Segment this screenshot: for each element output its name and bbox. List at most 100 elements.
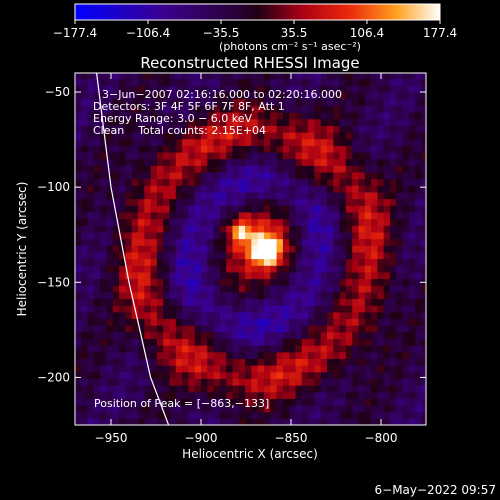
- heatmap-cell: [100, 405, 108, 413]
- heatmap-cell: [175, 311, 183, 320]
- heatmap-cell: [125, 105, 133, 113]
- heatmap-cell: [131, 105, 139, 113]
- heatmap-cell: [371, 98, 378, 106]
- heatmap-cell: [421, 131, 426, 140]
- heatmap-cell: [131, 418, 139, 425]
- heatmap-cell: [345, 418, 353, 425]
- heatmap-cell: [352, 151, 360, 160]
- heatmap-cell: [377, 151, 385, 160]
- heatmap-cell: [358, 418, 366, 425]
- heatmap-cell: [106, 92, 114, 100]
- heatmap-cell: [87, 165, 95, 173]
- heatmap-cell: [352, 225, 360, 233]
- heatmap-cell: [194, 131, 202, 140]
- heatmap-cell: [282, 73, 290, 80]
- heatmap-cell: [125, 378, 133, 386]
- heatmap-cell: [415, 145, 423, 153]
- x-axis-label: Heliocentric X (arcsec): [182, 447, 318, 461]
- heatmap-cell: [383, 118, 391, 126]
- heatmap-cell: [264, 191, 271, 200]
- heatmap-cell: [358, 185, 366, 193]
- heatmap-cell: [144, 78, 152, 86]
- heatmap-cell: [282, 351, 290, 360]
- heatmap-cell: [201, 251, 208, 260]
- heatmap-cell: [112, 85, 120, 93]
- heatmap-cell: [377, 198, 385, 206]
- heatmap-cell: [339, 151, 347, 160]
- heatmap-cell: [163, 225, 171, 233]
- heatmap-cell: [352, 398, 360, 406]
- heatmap-cell: [415, 405, 423, 413]
- heatmap-cell: [119, 358, 126, 366]
- heatmap-cell: [396, 351, 404, 360]
- heatmap-cell: [125, 165, 133, 173]
- heatmap-cell: [377, 405, 385, 413]
- heatmap-cell: [364, 351, 372, 360]
- heatmap-cell: [257, 265, 265, 273]
- heatmap-cell: [81, 85, 89, 93]
- heatmap-cell: [106, 118, 114, 126]
- heatmap-cell: [289, 318, 297, 326]
- heatmap-cell: [264, 391, 271, 399]
- heatmap-cell: [245, 251, 252, 260]
- heatmap-cell: [327, 238, 334, 246]
- heatmap-cell: [364, 298, 372, 306]
- heatmap-cell: [377, 358, 385, 366]
- heatmap-cell: [289, 105, 297, 113]
- heatmap-cell: [327, 305, 334, 313]
- heatmap-cell: [194, 345, 202, 353]
- heatmap-cell: [415, 358, 423, 366]
- heatmap-cell: [93, 211, 101, 220]
- heatmap-cell: [207, 298, 215, 306]
- heatmap-cell: [219, 358, 227, 366]
- heatmap-cell: [415, 378, 423, 386]
- heatmap-cell: [213, 371, 221, 379]
- heatmap-cell: [150, 225, 158, 233]
- heatmap-cell: [245, 285, 252, 293]
- heatmap-cell: [421, 258, 426, 266]
- heatmap-cell: [150, 291, 158, 300]
- heatmap-cell: [251, 251, 259, 260]
- heatmap-cell: [364, 205, 372, 213]
- heatmap-cell: [175, 378, 183, 386]
- heatmap-cell: [188, 171, 196, 180]
- heatmap-cell: [371, 418, 378, 425]
- heatmap-cell: [93, 345, 101, 353]
- heatmap-cell: [320, 125, 328, 133]
- heatmap-cell: [364, 185, 372, 193]
- heatmap-cell: [396, 378, 404, 386]
- heatmap-cell: [402, 211, 410, 220]
- heatmap-cell: [408, 112, 416, 120]
- heatmap-cell: [282, 378, 290, 386]
- heatmap-cell: [163, 398, 171, 406]
- heatmap-cell: [194, 92, 202, 100]
- heatmap-cell: [144, 211, 152, 220]
- heatmap-cell: [314, 265, 322, 273]
- heatmap-cell: [358, 405, 366, 413]
- heatmap-cell: [308, 345, 315, 353]
- heatmap-cell: [301, 151, 309, 160]
- heatmap-cell: [345, 98, 353, 106]
- heatmap-cell: [333, 198, 341, 206]
- heatmap-cell: [301, 105, 309, 113]
- heatmap-cell: [314, 145, 322, 153]
- heatmap-cell: [377, 125, 385, 133]
- heatmap-cell: [232, 185, 240, 193]
- heatmap-cell: [245, 405, 252, 413]
- heatmap-cell: [282, 285, 290, 293]
- heatmap-cell: [276, 238, 284, 246]
- heatmap-cell: [201, 418, 208, 425]
- heatmap-cell: [163, 391, 171, 399]
- heatmap-cell: [150, 325, 158, 333]
- heatmap-cell: [119, 185, 126, 193]
- heatmap-cell: [106, 311, 114, 320]
- heatmap-cell: [383, 205, 391, 213]
- heatmap-cell: [226, 278, 234, 286]
- heatmap-cell: [314, 185, 322, 193]
- heatmap-cell: [421, 218, 426, 226]
- heatmap-cell: [371, 351, 378, 360]
- heatmap-cell: [232, 191, 240, 200]
- heatmap-cell: [301, 125, 309, 133]
- heatmap-cell: [396, 98, 404, 106]
- heatmap-cell: [156, 78, 164, 86]
